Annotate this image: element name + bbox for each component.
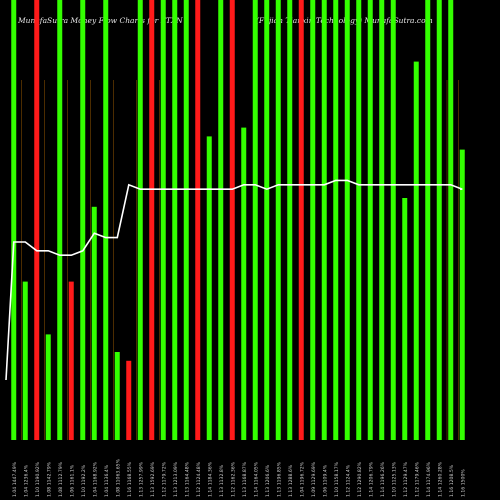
x-tick-label: 1.12 1290.82% <box>357 461 363 497</box>
x-tick-label: 1.08 1142.79% <box>46 461 52 497</box>
chart-title: MunafaSutra Money Flow Charts for FTXN <box>18 16 183 25</box>
bar-26 <box>298 0 304 440</box>
guide-lines <box>21 80 459 440</box>
bar-18 <box>206 136 212 440</box>
bar-22 <box>252 0 258 440</box>
money-flow-line <box>5 179 463 381</box>
x-tick-label: 1.12 1124.4% <box>345 464 351 497</box>
x-tick-label: 1.13 1206.6% <box>265 464 271 497</box>
x-tick-label: 1.04 1236.4% <box>23 464 29 497</box>
bar-8 <box>91 206 97 440</box>
bar-35 <box>402 198 408 440</box>
bar-25 <box>287 0 293 440</box>
x-tick-label: 1.12 1124.48% <box>196 461 202 497</box>
bar-13 <box>149 0 155 440</box>
bar-39 <box>448 0 454 440</box>
bar-15 <box>172 0 178 440</box>
x-tick-label: 1.13 1213.09% <box>173 461 179 497</box>
x-tick-label: 1.13 1288.6% <box>288 464 294 497</box>
x-tick-label: 1.06 1109.4% <box>322 464 328 497</box>
bar-29 <box>333 0 339 440</box>
bar-3 <box>34 0 40 440</box>
bar-34 <box>390 0 396 440</box>
x-tick-label: 1.14 1260.28% <box>437 461 443 497</box>
bar-38 <box>436 0 442 440</box>
x-tick-label: 1.16 1500% <box>460 469 466 497</box>
x-tick-label: 1.04 1168.92% <box>92 461 98 497</box>
x-tick-label: 1.13 1164.48% <box>184 461 190 497</box>
x-tick-label: 1.13 1592.69% <box>150 461 156 497</box>
bar-32 <box>367 0 373 440</box>
bar-17 <box>195 0 201 440</box>
bar-4 <box>45 334 51 440</box>
bar-33 <box>379 0 385 440</box>
bar-31 <box>356 0 362 440</box>
bar-21 <box>241 127 247 440</box>
bar-20 <box>229 0 235 440</box>
x-tick-label: 1.04 1196.72% <box>299 461 305 497</box>
x-tick-label: 1.08 1112.79% <box>58 461 64 497</box>
bar-23 <box>264 0 270 440</box>
x-tick-label: 1.10 1192.2% <box>81 464 87 497</box>
bar-28 <box>321 0 327 440</box>
bar-24 <box>275 0 281 440</box>
bar-11 <box>126 360 132 440</box>
x-tick-label: 1.13 1257.99% <box>138 461 144 497</box>
x-tick-label: 1.12 1129.47% <box>403 461 409 497</box>
x-tick-label: 1.04 1136.4% <box>104 464 110 497</box>
x-tick-label: 1.06 1161.1% <box>69 464 75 497</box>
bar-2 <box>22 281 28 440</box>
bar-16 <box>183 0 189 440</box>
bar-7 <box>80 0 86 440</box>
x-tick-label: 1.14 1164.05% <box>253 461 259 497</box>
bar-14 <box>160 0 166 440</box>
bar-series <box>11 0 465 440</box>
bar-1 <box>11 0 17 440</box>
bar-12 <box>137 0 143 440</box>
x-tick-label: 1.10 1190.92% <box>35 461 41 497</box>
bar-9 <box>103 0 109 440</box>
x-tick-label: 1.10 1158.17% <box>334 461 340 497</box>
bar-37 <box>425 0 431 440</box>
x-tick-label: 1.13 1168.87% <box>242 461 248 497</box>
x-tick-label: 1.12 1179.46% <box>414 461 420 497</box>
x-tick-label: 1.16 1208.5% <box>449 464 455 497</box>
x-tick-label: 1.13 1132.8% <box>219 464 225 497</box>
x-tick-label: 1.13 1196.85% <box>276 461 282 497</box>
x-tick-label: 1.08 11063.65% <box>115 458 121 497</box>
x-tick-label: 1.14 1184.36% <box>207 461 213 497</box>
bar-30 <box>344 0 350 440</box>
x-tick-label: 1.09 1129.69% <box>311 461 317 497</box>
x-tick-label: 1.14 1174.96% <box>426 461 432 497</box>
x-tick-label: 1.10 1125.13% <box>391 461 397 497</box>
x-tick-label: 1.12 1162.36% <box>230 461 236 497</box>
x-tick-labels: 1.04 1447.49% 1.04 1236.4% 1.10 1190.92% 1.… <box>12 458 466 497</box>
x-tick-label: 1.14 1206.79% <box>368 461 374 497</box>
x-tick-label: 1.04 1447.49% <box>12 461 18 497</box>
chart-credit: (Fujian Tianxin Technology) MunafaSutra.… <box>256 16 433 25</box>
bar-5 <box>57 0 63 440</box>
bar-40 <box>459 149 465 440</box>
x-tick-label: 1.14 1196.26% <box>380 461 386 497</box>
x-tick-label: 1.12 1179.72% <box>161 461 167 497</box>
bar-10 <box>114 352 120 440</box>
bar-19 <box>218 0 224 440</box>
bar-36 <box>413 61 419 440</box>
bar-6 <box>68 281 74 440</box>
bar-27 <box>310 0 316 440</box>
x-tick-label: 1.16 1168.55% <box>127 461 133 497</box>
